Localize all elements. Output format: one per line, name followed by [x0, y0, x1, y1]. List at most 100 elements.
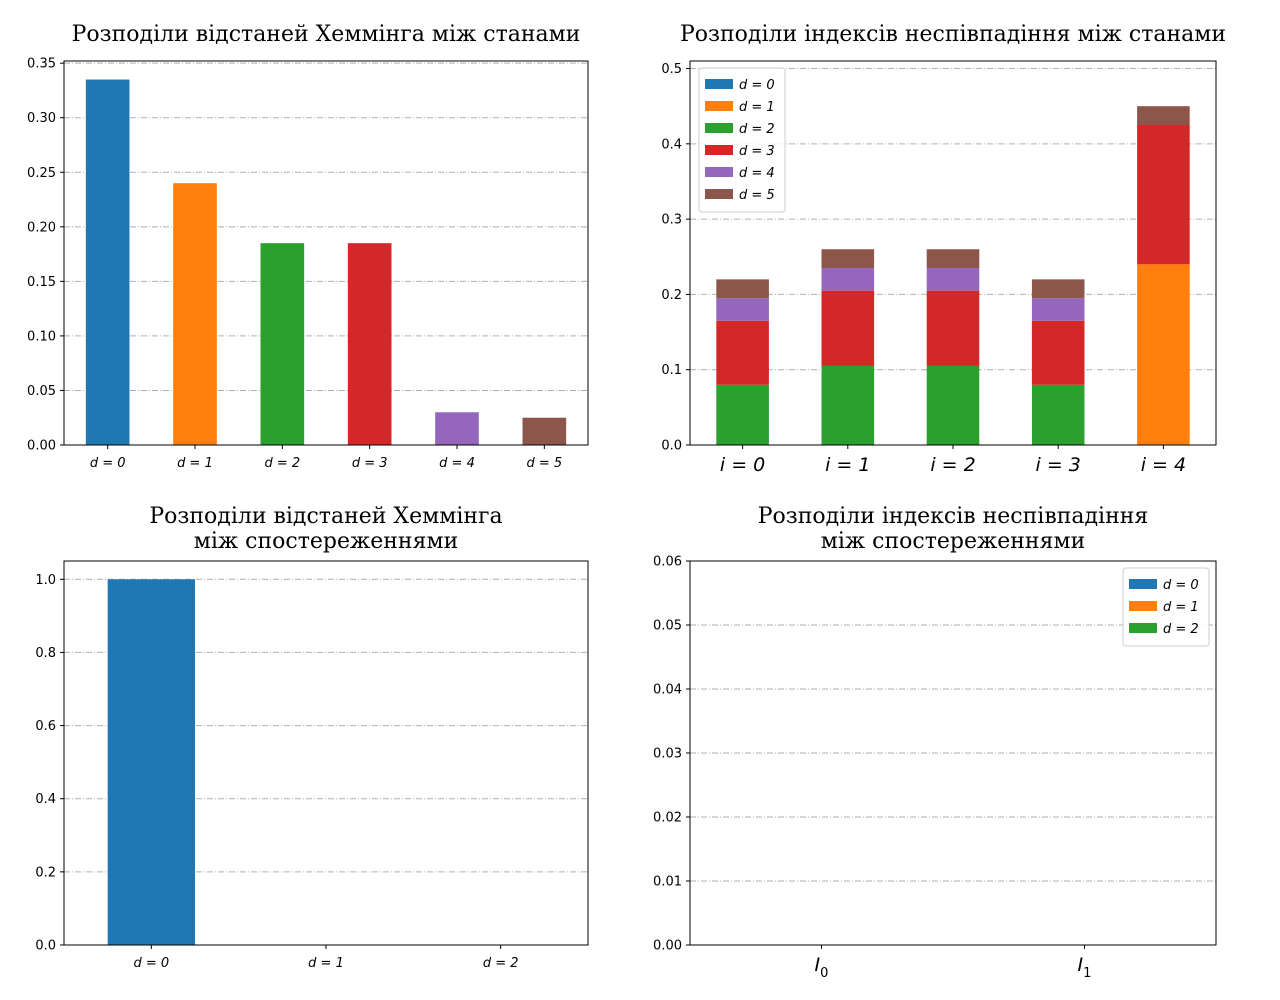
- axes-frame: [689, 560, 1217, 946]
- bar-segment: [716, 298, 769, 321]
- bar: [260, 243, 305, 445]
- y-tick-label: 0.04: [653, 683, 682, 698]
- x-tick-label: i = 2: [930, 454, 975, 476]
- bar: [347, 243, 392, 445]
- bar-segment: [926, 268, 980, 291]
- y-tick-label: 0.20: [27, 220, 56, 235]
- legend-label: d = 4: [739, 166, 775, 181]
- bar-segment: [821, 290, 875, 366]
- legend-swatch: [705, 189, 733, 199]
- bar: [85, 79, 130, 445]
- legend-label: d = 1: [739, 100, 775, 115]
- chart-title: Розподіли відстаней Хеммінга між станами: [72, 22, 581, 47]
- x-tick-label: d = 2: [264, 456, 300, 471]
- bar-segment: [1031, 279, 1085, 299]
- y-tick-label: 0.4: [661, 137, 682, 152]
- y-tick-label: 0.05: [27, 384, 56, 399]
- legend-label: d = 0: [739, 78, 775, 93]
- bar-segment: [1137, 264, 1190, 445]
- chart-title: Розподіли індексів неспівпадіння: [758, 504, 1149, 529]
- y-tick-label: 0.3: [661, 213, 682, 228]
- legend-swatch: [705, 145, 733, 155]
- x-tick-subscript: 0: [820, 966, 828, 981]
- bar-segment: [926, 249, 980, 269]
- y-tick-label: 0.10: [27, 329, 56, 344]
- y-tick-label: 0.25: [27, 166, 56, 181]
- y-tick-label: 0.15: [27, 275, 56, 290]
- x-tick-subscript: 1: [1083, 966, 1091, 981]
- legend-label: d = 3: [739, 144, 775, 159]
- x-tick-label: d = 5: [526, 456, 562, 471]
- y-tick-label: 0.01: [653, 875, 682, 890]
- legend-swatch: [705, 123, 733, 133]
- legend-label: d = 5: [739, 188, 775, 203]
- bar-segment: [1031, 320, 1085, 385]
- legend-label: d = 2: [739, 122, 775, 137]
- bar-segment: [1137, 125, 1190, 265]
- bar-segment: [716, 279, 769, 299]
- bar: [107, 579, 195, 945]
- bar: [522, 417, 567, 445]
- x-tick-label: d = 0: [133, 956, 169, 971]
- y-tick-label: 1.0: [35, 573, 56, 588]
- bar-segment: [821, 249, 875, 269]
- y-tick-label: 0.06: [653, 555, 682, 570]
- y-tick-label: 0.00: [653, 939, 682, 954]
- chart-1: Розподіли відстаней Хеммінга між станами…: [27, 22, 589, 471]
- bar-segment: [821, 268, 875, 291]
- x-tick-label: d = 2: [483, 956, 519, 971]
- legend-swatch: [1129, 601, 1157, 611]
- x-tick-label: d = 3: [352, 456, 388, 471]
- legend-swatch: [705, 101, 733, 111]
- bar-segment: [926, 290, 980, 366]
- legend-swatch: [705, 79, 733, 89]
- legend-swatch: [705, 167, 733, 177]
- x-tick-label: d = 0: [90, 456, 126, 471]
- y-tick-label: 0.2: [35, 865, 56, 880]
- axes-frame: [63, 560, 589, 946]
- chart-title: між спостереженнями: [194, 529, 458, 554]
- x-tick-label: d = 4: [439, 456, 475, 471]
- chart-2: Розподіли індексів неспівпадіння між ста…: [661, 22, 1226, 476]
- x-tick-label: I1: [1078, 954, 1092, 981]
- y-tick-label: 0.02: [653, 811, 682, 826]
- y-tick-label: 0.6: [35, 719, 56, 734]
- x-tick-label: i = 0: [720, 454, 765, 476]
- axes-frame: [689, 60, 1217, 446]
- y-tick-label: 0.0: [661, 439, 682, 454]
- y-tick-label: 0.0: [35, 939, 56, 954]
- y-tick-label: 0.30: [27, 111, 56, 126]
- x-tick-label: I0: [815, 954, 829, 981]
- x-tick-label: i = 1: [825, 454, 870, 476]
- bar-segment: [716, 320, 769, 385]
- x-tick-label: i = 3: [1036, 454, 1081, 476]
- y-tick-label: 0.8: [35, 646, 56, 661]
- bar-segment: [1137, 106, 1190, 125]
- legend-swatch: [1129, 623, 1157, 633]
- chart-title: Розподіли індексів неспівпадіння між ста…: [680, 22, 1226, 47]
- y-tick-label: 0.5: [661, 62, 682, 77]
- legend: d = 0 d = 1 d = 2 d = 3 d = 4 d = 5: [698, 67, 786, 213]
- legend: d = 0 d = 1 d = 2: [1122, 567, 1210, 647]
- bar: [435, 412, 479, 445]
- legend-label: d = 2: [1163, 622, 1199, 637]
- y-tick-label: 0.1: [661, 363, 682, 378]
- y-tick-label: 0.00: [27, 439, 56, 454]
- axes-frame: [63, 60, 589, 446]
- bar: [173, 183, 217, 445]
- bar-segment: [1031, 384, 1085, 445]
- y-tick-label: 0.05: [653, 619, 682, 634]
- x-tick-label: i = 4: [1141, 454, 1186, 476]
- x-tick-label: d = 1: [308, 956, 344, 971]
- y-tick-label: 0.35: [27, 57, 56, 72]
- bar-segment: [821, 365, 875, 445]
- y-tick-label: 0.2: [661, 288, 682, 303]
- chart-title: Розподіли відстаней Хеммінга: [149, 504, 502, 529]
- legend-label: d = 1: [1163, 600, 1199, 615]
- bar-segment: [1031, 298, 1085, 321]
- y-tick-label: 0.4: [35, 792, 56, 807]
- bar-segment: [926, 365, 980, 445]
- bar-segment: [716, 384, 769, 445]
